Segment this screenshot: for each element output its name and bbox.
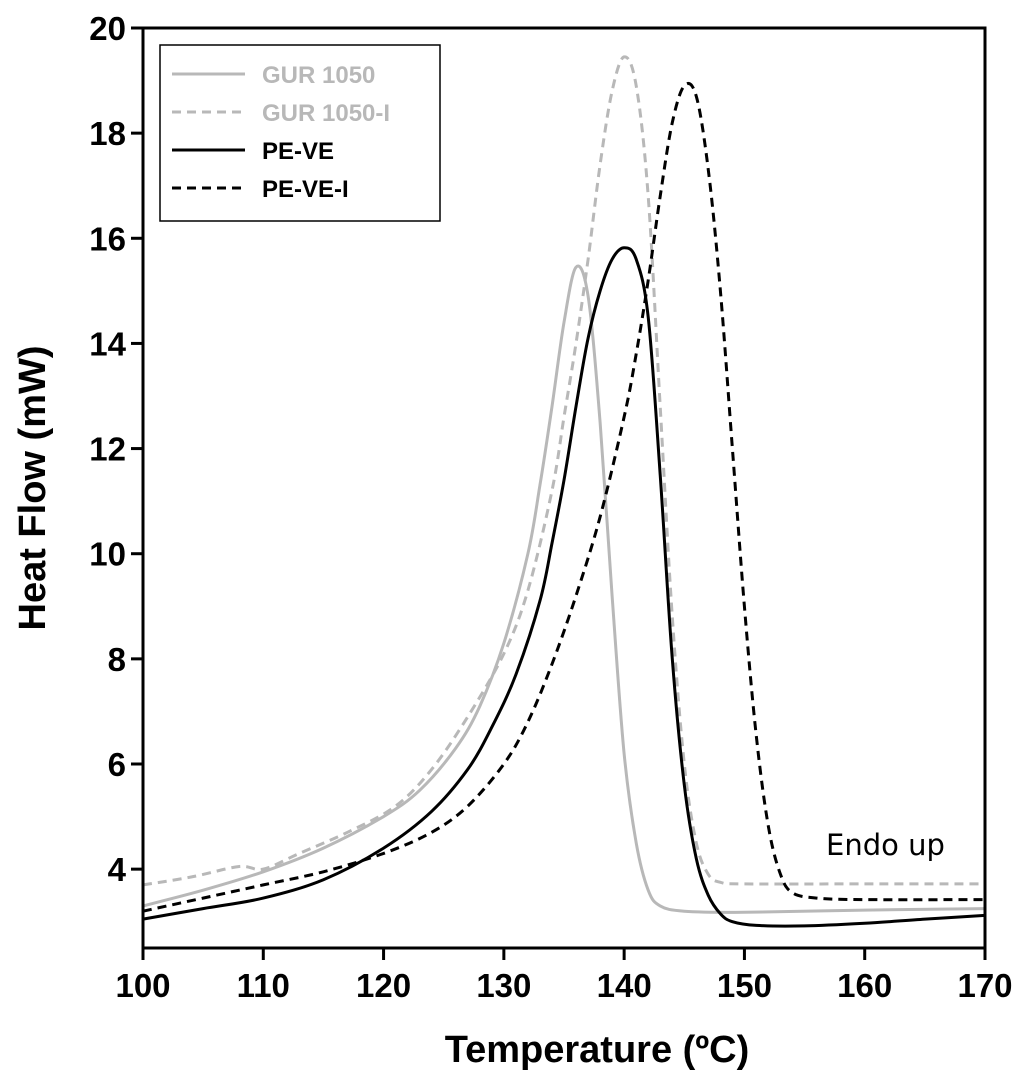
legend-label-pe-ve: PE-VE	[262, 138, 334, 165]
x-tick-label: 170	[957, 967, 1012, 1004]
y-tick-label: 6	[108, 746, 126, 783]
y-axis-title: Heat Flow (mW)	[12, 346, 54, 631]
y-tick-label: 10	[89, 536, 126, 573]
endo-up-annotation: Endo up	[826, 828, 945, 862]
plot-frame	[141, 26, 987, 950]
y-tick-label: 18	[89, 115, 126, 152]
x-tick-label: 120	[356, 967, 411, 1004]
x-tick-label: 150	[717, 967, 772, 1004]
y-tick-label: 16	[89, 220, 126, 257]
x-tick-label: 160	[837, 967, 892, 1004]
y-tick-label: 12	[89, 431, 126, 468]
series-line-gur-1050-i	[142, 55, 985, 887]
legend: GUR 1050 GUR 1050-I PE-VE PE-VE-I	[159, 44, 441, 222]
x-tick-label: 130	[476, 967, 531, 1004]
series-line-pe-ve	[142, 246, 986, 928]
x-axis: 100 110 120 130 140 150 160 170	[115, 948, 1013, 1004]
series-line-pe-ve-i	[142, 82, 986, 913]
legend-label-gur-1050-i: GUR 1050-I	[262, 100, 390, 127]
series-line-gur-1050	[142, 264, 986, 914]
y-axis: 4 6 8 10 12 14 16 18 20	[89, 10, 143, 888]
y-tick-label: 14	[89, 325, 126, 362]
x-tick-label: 110	[237, 967, 290, 1004]
y-tick-label: 20	[89, 10, 126, 47]
x-axis-title: Temperature (ºC)	[445, 1029, 750, 1071]
y-tick-label: 8	[108, 641, 126, 678]
x-tick-label: 100	[115, 967, 170, 1004]
legend-label-pe-ve-i: PE-VE-I	[262, 176, 349, 203]
legend-label-gur-1050: GUR 1050	[262, 62, 375, 89]
x-tick-label: 140	[597, 967, 652, 1004]
series-layer	[142, 55, 986, 928]
y-tick-label: 4	[108, 851, 127, 888]
